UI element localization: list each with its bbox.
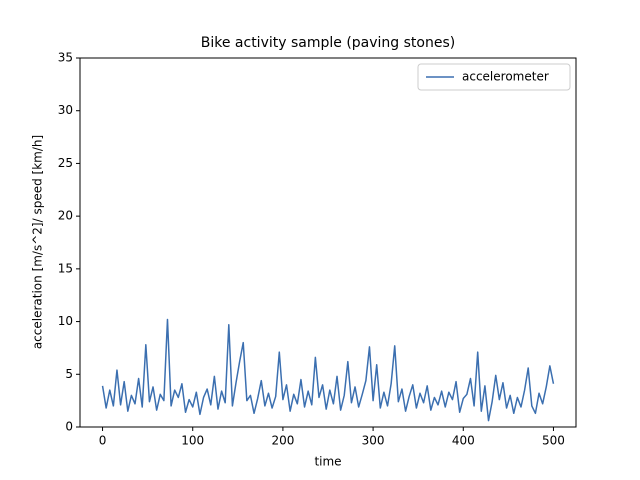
plot-frame xyxy=(79,57,577,428)
x-tick-label: 0 xyxy=(99,434,107,448)
legend-box xyxy=(417,63,571,91)
y-tick-label: 35 xyxy=(58,51,73,65)
x-tick-label: 100 xyxy=(181,434,204,448)
chart-title: Bike activity sample (paving stones) xyxy=(201,35,455,51)
legend-label: accelerometer xyxy=(462,70,549,84)
y-tick-label: 20 xyxy=(58,209,73,223)
x-tick-label: 300 xyxy=(362,434,385,448)
y-axis-label: acceleration [m/s^2]/ speed [km/h] xyxy=(31,135,45,349)
y-tick-label: 10 xyxy=(58,314,73,328)
y-tick-label: 5 xyxy=(65,367,73,381)
x-axis-label: time xyxy=(314,455,341,469)
x-tick-label: 400 xyxy=(452,434,475,448)
x-tick-label: 500 xyxy=(542,434,565,448)
x-tick-label: 200 xyxy=(271,434,294,448)
data-line xyxy=(101,318,555,422)
y-tick-label: 0 xyxy=(65,420,73,434)
y-tick-label: 30 xyxy=(58,103,73,117)
y-tick-label: 15 xyxy=(58,261,73,275)
y-tick-label: 25 xyxy=(58,156,73,170)
